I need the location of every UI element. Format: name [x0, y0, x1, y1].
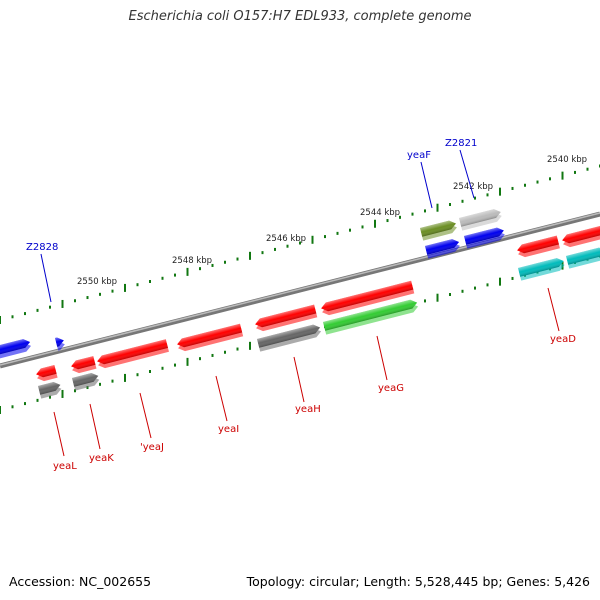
gene-cyan-yeaD-1[interactable] [518, 257, 566, 281]
yeak-connector [89, 403, 101, 450]
gene-cyan-yeaD-2[interactable] [566, 246, 600, 269]
gene-red-right-1[interactable] [516, 235, 560, 259]
gene-red-yeaI[interactable] [176, 323, 244, 353]
yeal-connector [53, 411, 65, 457]
gene-red-yeaH[interactable] [254, 304, 318, 333]
yeah-connector [293, 356, 305, 403]
map-title: Escherichia coli O157:H7 EDL933, complet… [128, 9, 472, 24]
gene-blue-small-z2828[interactable] [55, 336, 66, 351]
gene-blue-yeaf-lower[interactable] [425, 238, 461, 259]
genome-backbone [0, 211, 600, 369]
gene-blue-left-edge[interactable] [0, 338, 32, 359]
gene-label-z2828: Z2828 [26, 242, 58, 253]
gene-label-yeal: yeaL [53, 461, 77, 472]
gene-red-yeaJ[interactable] [96, 339, 169, 369]
yeag-connector [376, 335, 388, 381]
z2821-connector [459, 149, 475, 199]
gene-gray-yeaK[interactable] [72, 372, 100, 391]
gene-red-yeaK[interactable] [70, 356, 97, 375]
gene-gray-yeaH[interactable] [257, 323, 322, 352]
yeaf-connector [420, 161, 433, 209]
yeaj-connector [139, 392, 152, 439]
gene-red-yeaL[interactable] [35, 365, 58, 383]
gene-blue-z2821-lower[interactable] [464, 226, 506, 249]
tick-label-2540: 2540 kbp [547, 155, 587, 165]
gene-label-yeaj: 'yeaJ [140, 442, 164, 453]
tick-label-2550: 2550 kbp [77, 277, 117, 287]
gene-olive-yeaf[interactable] [420, 219, 458, 241]
gene-green-yeaG[interactable] [323, 298, 419, 335]
z2828-connector [40, 253, 52, 303]
gene-label-yeak: yeaK [89, 453, 114, 464]
gene-label-yeaf: yeaF [407, 150, 431, 161]
gene-lightgray-z2821[interactable] [459, 208, 503, 231]
yead-connector [547, 287, 560, 332]
yeai-connector [215, 375, 228, 422]
gene-label-yeag: yeaG [378, 383, 404, 394]
tick-label-2542: 2542 kbp [453, 182, 493, 192]
tick-label-2546: 2546 kbp [266, 234, 306, 244]
gene-label-yead: yeaD [550, 334, 576, 345]
gene-red-right-2[interactable] [561, 225, 600, 248]
gene-red-yeaG[interactable] [320, 280, 415, 317]
tick-label-2548: 2548 kbp [172, 256, 212, 266]
gene-label-yeah: yeaH [295, 404, 321, 415]
tick-label-2544: 2544 kbp [360, 208, 400, 218]
gene-label-yeai: yeaI [218, 424, 239, 435]
tick-row-outer [0, 164, 600, 324]
gene-gray-yeaL[interactable] [38, 381, 63, 399]
genome-summary-text: Topology: circular; Length: 5,528,445 bp… [246, 574, 590, 589]
gene-label-z2821: Z2821 [445, 138, 477, 149]
accession-text: Accession: NC_002655 [9, 574, 152, 589]
